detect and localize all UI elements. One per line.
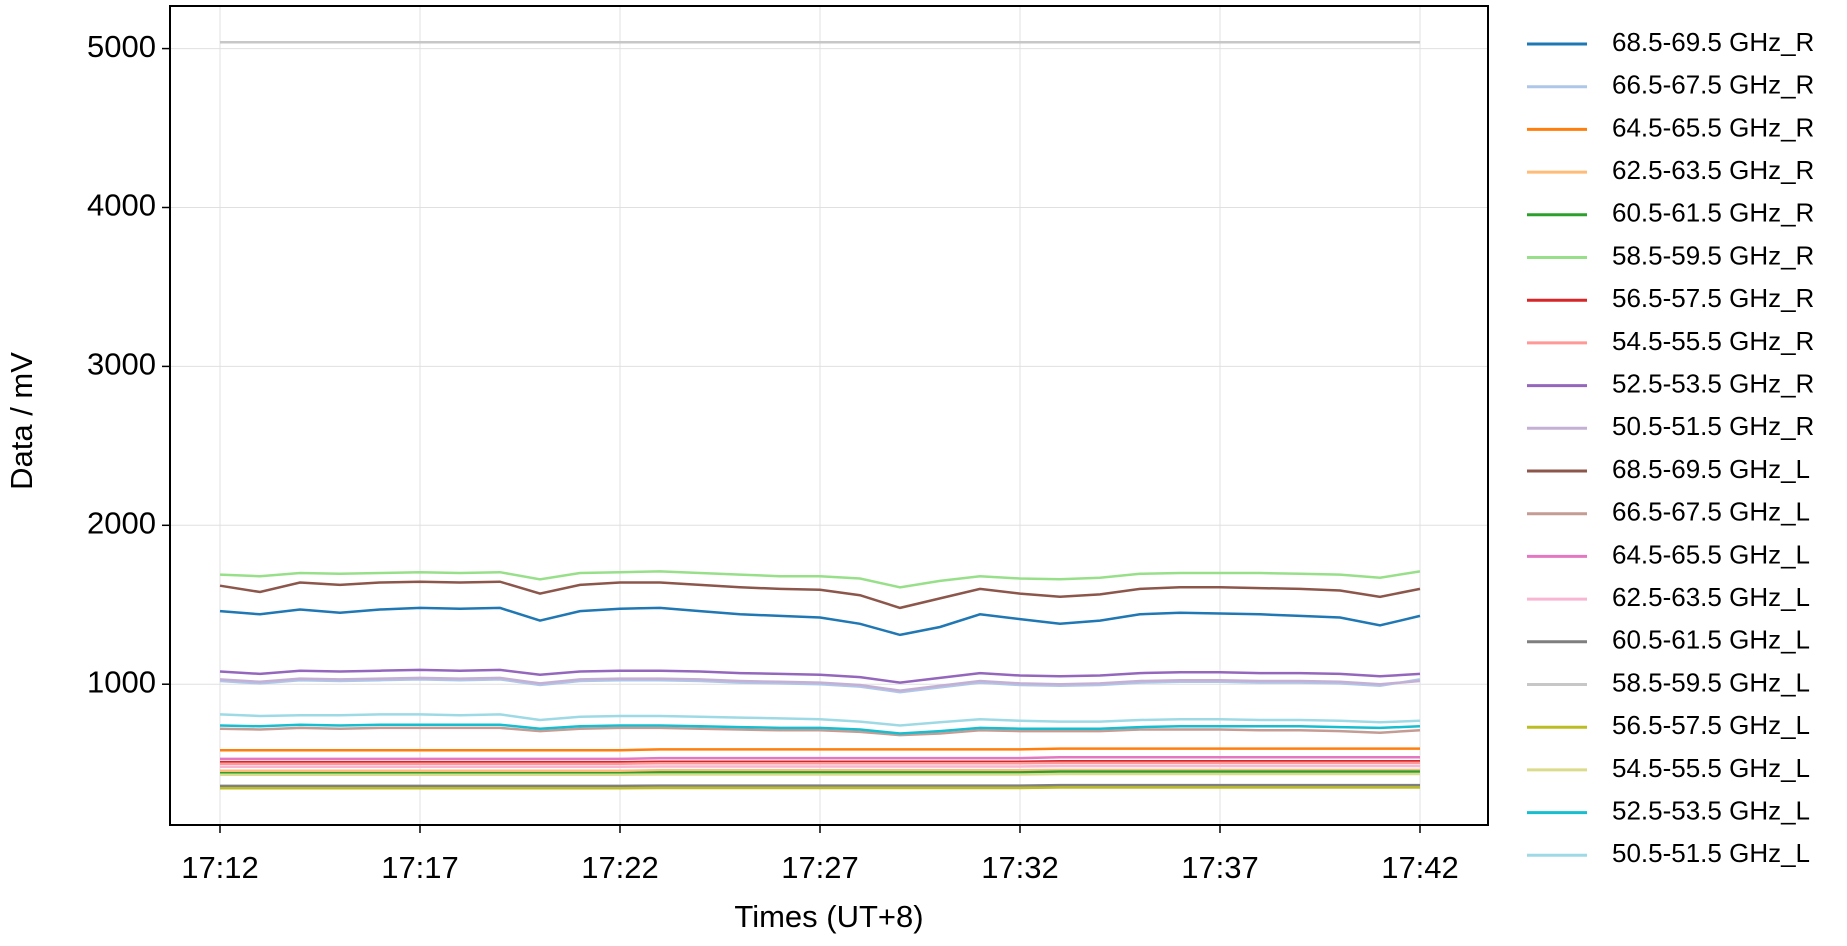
series-line [219,668,1421,684]
series-line [220,761,1420,765]
legend-label: 62.5-63.5 GHz_L [1612,582,1810,612]
series-line [220,786,1420,790]
legend-label: 58.5-59.5 GHz_L [1612,667,1810,697]
legend-label: 64.5-65.5 GHz_L [1612,539,1810,569]
x-tick-label: 17:42 [1381,850,1459,885]
legend-label: 56.5-57.5 GHz_L [1612,710,1810,740]
legend-label: 50.5-51.5 GHz_L [1612,838,1810,868]
series-line [220,760,1420,764]
y-tick-label: 2000 [87,505,156,540]
series-line [220,770,1420,775]
series-line [219,570,1421,589]
legend-label: 60.5-61.5 GHz_L [1612,625,1810,655]
x-tick-label: 17:12 [181,850,259,885]
series-line [219,726,1421,737]
y-axis-label: Data / mV [4,352,39,490]
series-line [219,676,1421,692]
legend-label: 58.5-59.5 GHz_R [1612,240,1814,270]
x-tick-label: 17:17 [381,850,459,885]
series-line [220,764,1420,769]
legend-label: 62.5-63.5 GHz_R [1612,155,1814,185]
series-line [220,756,1420,761]
series-line [219,713,1421,727]
legend-label: 54.5-55.5 GHz_L [1612,753,1810,783]
legend-label: 66.5-67.5 GHz_L [1612,497,1810,527]
series-line [220,783,1420,788]
x-tick-label: 17:22 [581,850,659,885]
series-line [220,772,1420,777]
x-tick-label: 17:37 [1181,850,1259,885]
series-line [220,747,1420,752]
legend-label: 66.5-67.5 GHz_R [1612,70,1814,100]
y-tick-label: 3000 [87,347,156,382]
legend-label: 50.5-51.5 GHz_R [1612,411,1814,441]
y-tick-label: 4000 [87,188,156,223]
y-tick-label: 5000 [87,29,156,64]
series-line [219,580,1421,610]
x-axis-label: Times (UT+8) [734,899,923,934]
legend-label: 52.5-53.5 GHz_R [1612,368,1814,398]
y-tick-label: 1000 [87,664,156,699]
legend-label: 52.5-53.5 GHz_L [1612,795,1810,825]
legend-label: 60.5-61.5 GHz_R [1612,198,1814,228]
x-tick-label: 17:32 [981,850,1059,885]
plot-frame [169,5,1489,826]
legend-label: 54.5-55.5 GHz_R [1612,326,1814,356]
legend-label: 68.5-69.5 GHz_R [1612,27,1814,57]
series-line [219,678,1421,694]
legend-label: 64.5-65.5 GHz_R [1612,112,1814,142]
x-tick-label: 17:27 [781,850,859,885]
legend-label: 56.5-57.5 GHz_R [1612,283,1814,313]
series-line [220,768,1420,773]
series-line [219,606,1421,637]
legend-label: 68.5-69.5 GHz_L [1612,454,1810,484]
series-line [219,723,1421,735]
